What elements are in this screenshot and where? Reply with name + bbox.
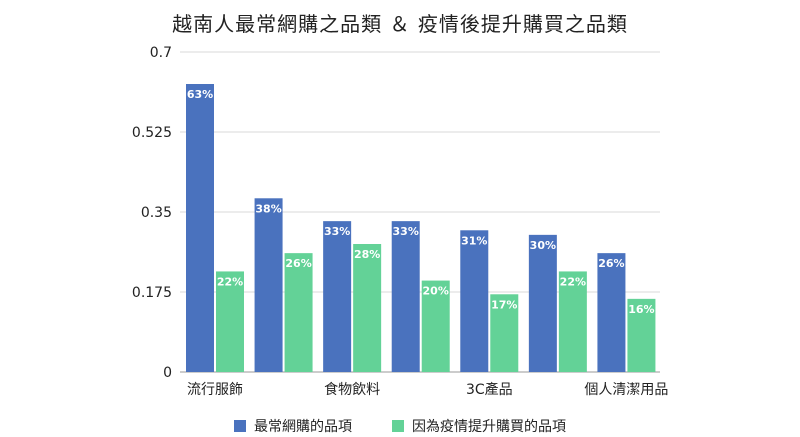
data-label: 33% bbox=[324, 225, 350, 238]
data-label: 63% bbox=[187, 88, 213, 101]
x-tick-label: 3C產品 bbox=[466, 381, 513, 398]
legend-item-series-2: 因為疫情提升購買的品項 bbox=[392, 416, 566, 436]
data-label: 33% bbox=[393, 225, 419, 238]
data-label: 22% bbox=[217, 275, 243, 288]
data-label: 26% bbox=[598, 257, 624, 270]
data-label: 22% bbox=[560, 275, 586, 288]
bar bbox=[490, 294, 519, 372]
bar bbox=[186, 84, 214, 372]
bar bbox=[216, 271, 244, 372]
bar bbox=[597, 253, 626, 372]
data-label: 17% bbox=[491, 298, 517, 311]
data-label: 26% bbox=[285, 257, 311, 270]
x-tick-label: 個人清潔用品 bbox=[584, 382, 668, 398]
y-tick-label: 0 bbox=[163, 365, 172, 381]
bar bbox=[254, 198, 283, 372]
data-label: 16% bbox=[628, 303, 654, 316]
bar bbox=[528, 234, 557, 372]
bar bbox=[353, 244, 382, 372]
bar bbox=[460, 230, 489, 372]
y-tick-label: 0.35 bbox=[141, 205, 172, 221]
legend-swatch-series-1 bbox=[234, 420, 246, 432]
y-tick-label: 0.525 bbox=[132, 125, 172, 141]
legend-label-series-2: 因為疫情提升購買的品項 bbox=[412, 419, 566, 435]
x-tick-label: 食物飲料 bbox=[324, 381, 380, 398]
y-tick-label: 0.175 bbox=[132, 285, 172, 301]
legend: 最常網購的品項 因為疫情提升購買的品項 bbox=[0, 416, 800, 436]
bar bbox=[391, 221, 420, 372]
data-label: 31% bbox=[461, 234, 487, 247]
x-tick-label: 流行服飾 bbox=[187, 382, 243, 398]
data-label: 20% bbox=[423, 285, 449, 298]
bar bbox=[627, 298, 656, 372]
data-label: 28% bbox=[354, 248, 380, 261]
chart-title: 越南人最常網購之品類 ＆ 疫情後提升購買之品類 bbox=[172, 12, 628, 36]
data-label: 30% bbox=[530, 239, 556, 252]
legend-item-series-1: 最常網購的品項 bbox=[234, 416, 352, 436]
bar bbox=[558, 271, 587, 372]
legend-swatch-series-2 bbox=[392, 420, 404, 432]
bar bbox=[284, 253, 313, 372]
y-tick-label: 0.7 bbox=[150, 45, 172, 61]
legend-label-series-1: 最常網購的品項 bbox=[254, 419, 352, 435]
bar bbox=[323, 221, 352, 372]
bar bbox=[421, 280, 450, 372]
data-label: 38% bbox=[255, 202, 281, 215]
